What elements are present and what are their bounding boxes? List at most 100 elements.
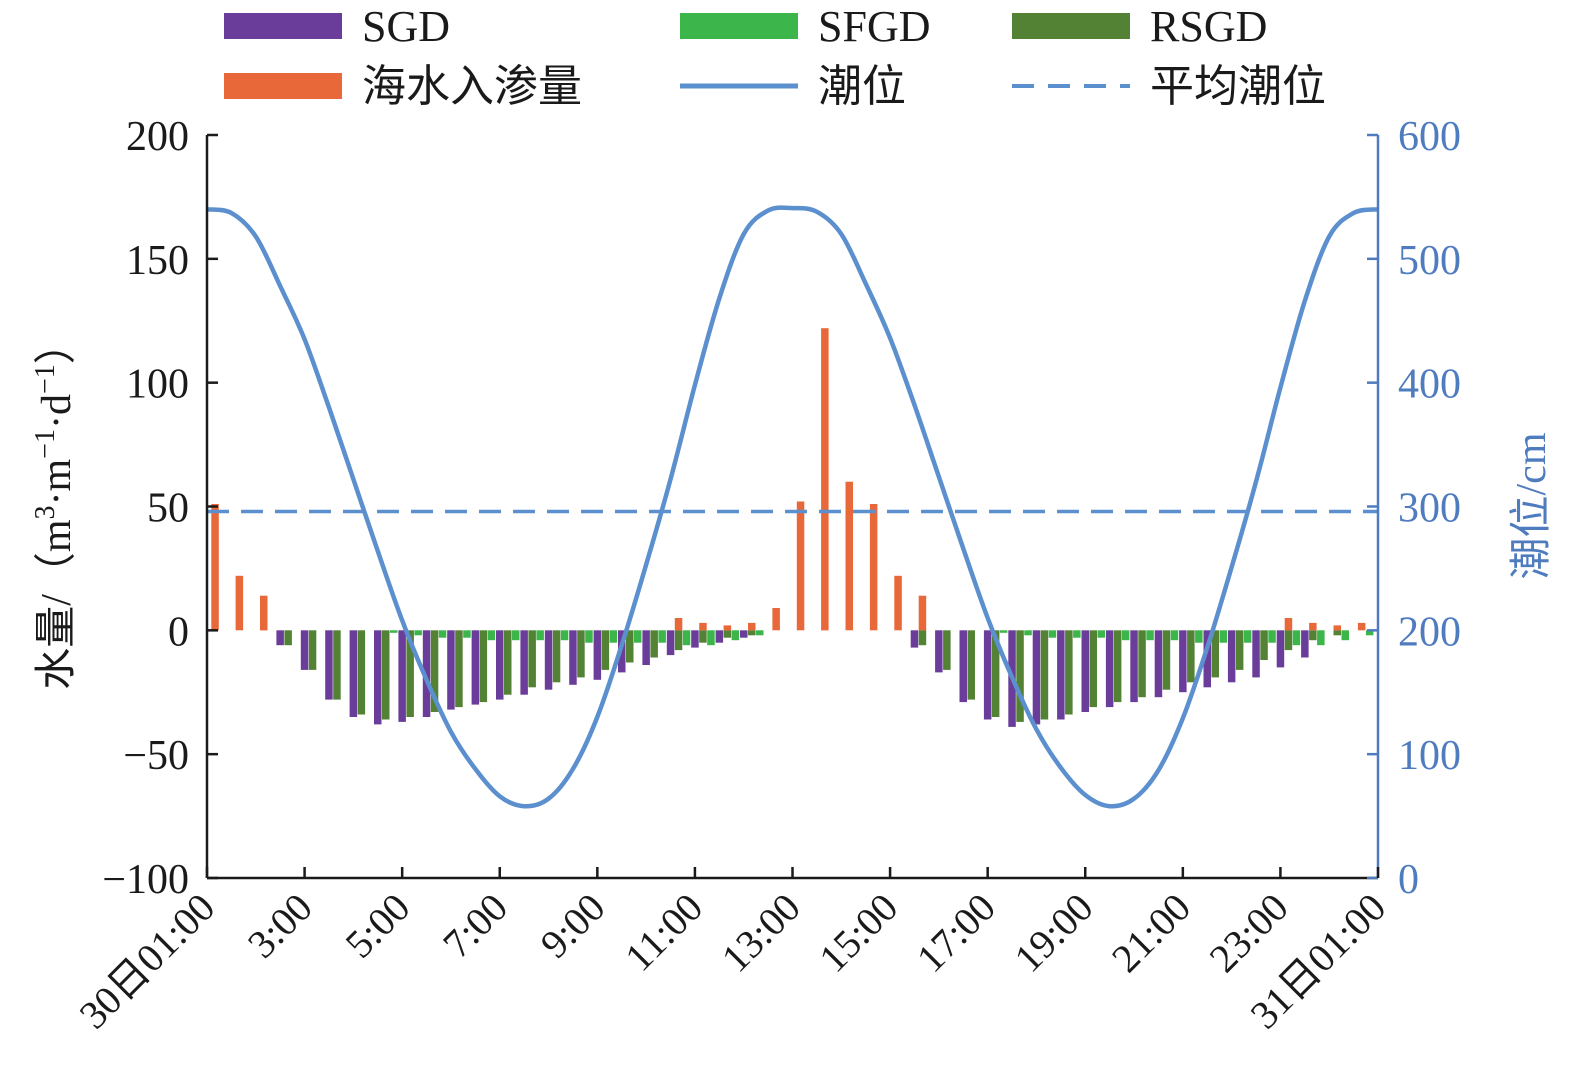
- bar-RSGD-6: [357, 630, 366, 715]
- bar-SFGD-10: [463, 630, 471, 638]
- bar-海水入渗量-2: [260, 595, 268, 631]
- bar-海水入渗量-19: [674, 618, 683, 631]
- bar-SFGD-14: [560, 630, 569, 641]
- bar-SGD-15: [569, 630, 577, 685]
- bar-SFGD-9: [438, 630, 447, 638]
- bar-SFGD-16: [609, 630, 618, 643]
- bar-SFGD-47: [1365, 630, 1374, 636]
- lines-layer: [206, 205, 1379, 809]
- bar-海水入渗量-20: [699, 622, 707, 631]
- bar-RSGD-46: [1333, 630, 1341, 636]
- bar-RSGD-14: [552, 630, 561, 683]
- bar-SFGD-11: [487, 630, 496, 641]
- bar-海水入渗量-1: [235, 575, 244, 631]
- left-axis-title-part: ·d: [34, 394, 80, 429]
- bar-SGD-7: [374, 630, 382, 725]
- bar-RSGD-20: [699, 630, 707, 643]
- bar-SGD-18: [642, 630, 650, 665]
- bar-SGD-37: [1105, 630, 1114, 708]
- left-tick-label: 200: [126, 114, 189, 160]
- bar-SFGD-12: [512, 630, 520, 641]
- bar-RSGD-18: [650, 630, 658, 658]
- bar-SFGD-19: [682, 630, 691, 646]
- bar-RSGD-45: [1309, 630, 1317, 641]
- legend-item-SGD: SGD: [224, 2, 450, 51]
- bar-SGD-41: [1203, 630, 1211, 688]
- bar-RSGD-21: [723, 630, 732, 638]
- bar-海水入渗量-25: [821, 328, 829, 631]
- bar-SGD-36: [1081, 630, 1089, 712]
- bar-RSGD-9: [430, 630, 439, 712]
- legend-swatch: [224, 73, 342, 99]
- bar-RSGD-34: [1040, 630, 1049, 720]
- bar-SFGD-33: [1024, 630, 1032, 636]
- bar-SFGD-40: [1195, 630, 1203, 643]
- bar-RSGD-32: [991, 630, 1000, 717]
- bar-RSGD-36: [1089, 630, 1097, 708]
- bar-SFGD-13: [536, 630, 544, 641]
- left-axis-title-superscript: 3: [30, 505, 61, 519]
- bar-RSGD-30: [943, 630, 951, 670]
- bar-海水入渗量-45: [1309, 622, 1317, 631]
- bar-SGD-35: [1057, 630, 1065, 720]
- legend-label: 海水入渗量: [362, 62, 582, 111]
- bar-SGD-20: [691, 630, 699, 648]
- bar-RSGD-31: [967, 630, 975, 700]
- legend-swatch: [680, 13, 798, 39]
- bar-SGD-10: [447, 630, 455, 710]
- bar-RSGD-29: [918, 630, 927, 646]
- left-tick-label: −50: [123, 733, 189, 779]
- left-axis-title-part: ）: [34, 322, 80, 364]
- bar-RSGD-17: [626, 630, 634, 663]
- bar-SGD-32: [983, 630, 992, 720]
- bar-SGD-16: [593, 630, 602, 680]
- left-axis-title-part: 水量/（m: [34, 519, 80, 690]
- bar-SFGD-43: [1268, 630, 1276, 643]
- x-tick-label: 11:00: [616, 885, 711, 980]
- bar-海水入渗量-28: [894, 575, 902, 631]
- bar-RSGD-22: [748, 630, 756, 636]
- x-tick-label: 30日01:00: [71, 885, 224, 1038]
- x-tick-label: 19:00: [1005, 885, 1101, 981]
- bar-RSGD-19: [674, 630, 683, 651]
- right-tick-label: 400: [1398, 362, 1461, 408]
- bar-SFGD-32: [999, 630, 1008, 633]
- axes: −100 −50 0 50 100 150 200 0 100 200 300 400 500 600 30…: [71, 114, 1461, 1037]
- bar-SFGD-38: [1146, 630, 1154, 641]
- bar-SGD-9: [422, 630, 431, 717]
- right-tick-label: 600: [1398, 114, 1461, 160]
- bar-海水入渗量-47: [1357, 622, 1366, 631]
- right-axis-title: 潮位/cm: [1508, 432, 1555, 579]
- bar-海水入渗量-24: [796, 501, 805, 631]
- bar-SGD-4: [300, 630, 309, 670]
- bar-SFGD-35: [1073, 630, 1081, 638]
- bar-RSGD-44: [1284, 630, 1293, 651]
- bar-SFGD-46: [1341, 630, 1349, 641]
- bar-SFGD-21: [731, 630, 740, 641]
- bar-SFGD-37: [1121, 630, 1130, 641]
- bar-SGD-6: [349, 630, 358, 717]
- bar-海水入渗量-21: [723, 625, 732, 631]
- bar-海水入渗量-0: [211, 504, 219, 631]
- x-tick-label: 15:00: [810, 885, 906, 981]
- bar-SGD-43: [1252, 630, 1260, 678]
- legend-label: SGD: [362, 2, 450, 51]
- legend-item-潮位: 潮位: [680, 62, 906, 111]
- bar-RSGD-41: [1211, 630, 1219, 678]
- bar-SGD-39: [1154, 630, 1163, 698]
- legend-item-海水入渗量: 海水入渗量: [224, 62, 582, 111]
- bar-RSGD-40: [1187, 630, 1195, 683]
- bar-海水入渗量-22: [748, 622, 756, 631]
- legend-label: 潮位: [818, 62, 906, 111]
- legend: SGD SFGD RSGD 海水入渗量 潮位 平均潮位: [224, 2, 1326, 111]
- legend-label: 平均潮位: [1150, 62, 1326, 111]
- bar-RSGD-13: [528, 630, 536, 688]
- bar-RSGD-5: [333, 630, 341, 700]
- bar-RSGD-38: [1138, 630, 1146, 698]
- bar-RSGD-10: [455, 630, 463, 708]
- left-axis-title-superscript: −1: [30, 429, 61, 459]
- bar-SFGD-22: [756, 630, 764, 636]
- bar-SGD-14: [544, 630, 553, 690]
- left-tick-label: 100: [126, 362, 189, 408]
